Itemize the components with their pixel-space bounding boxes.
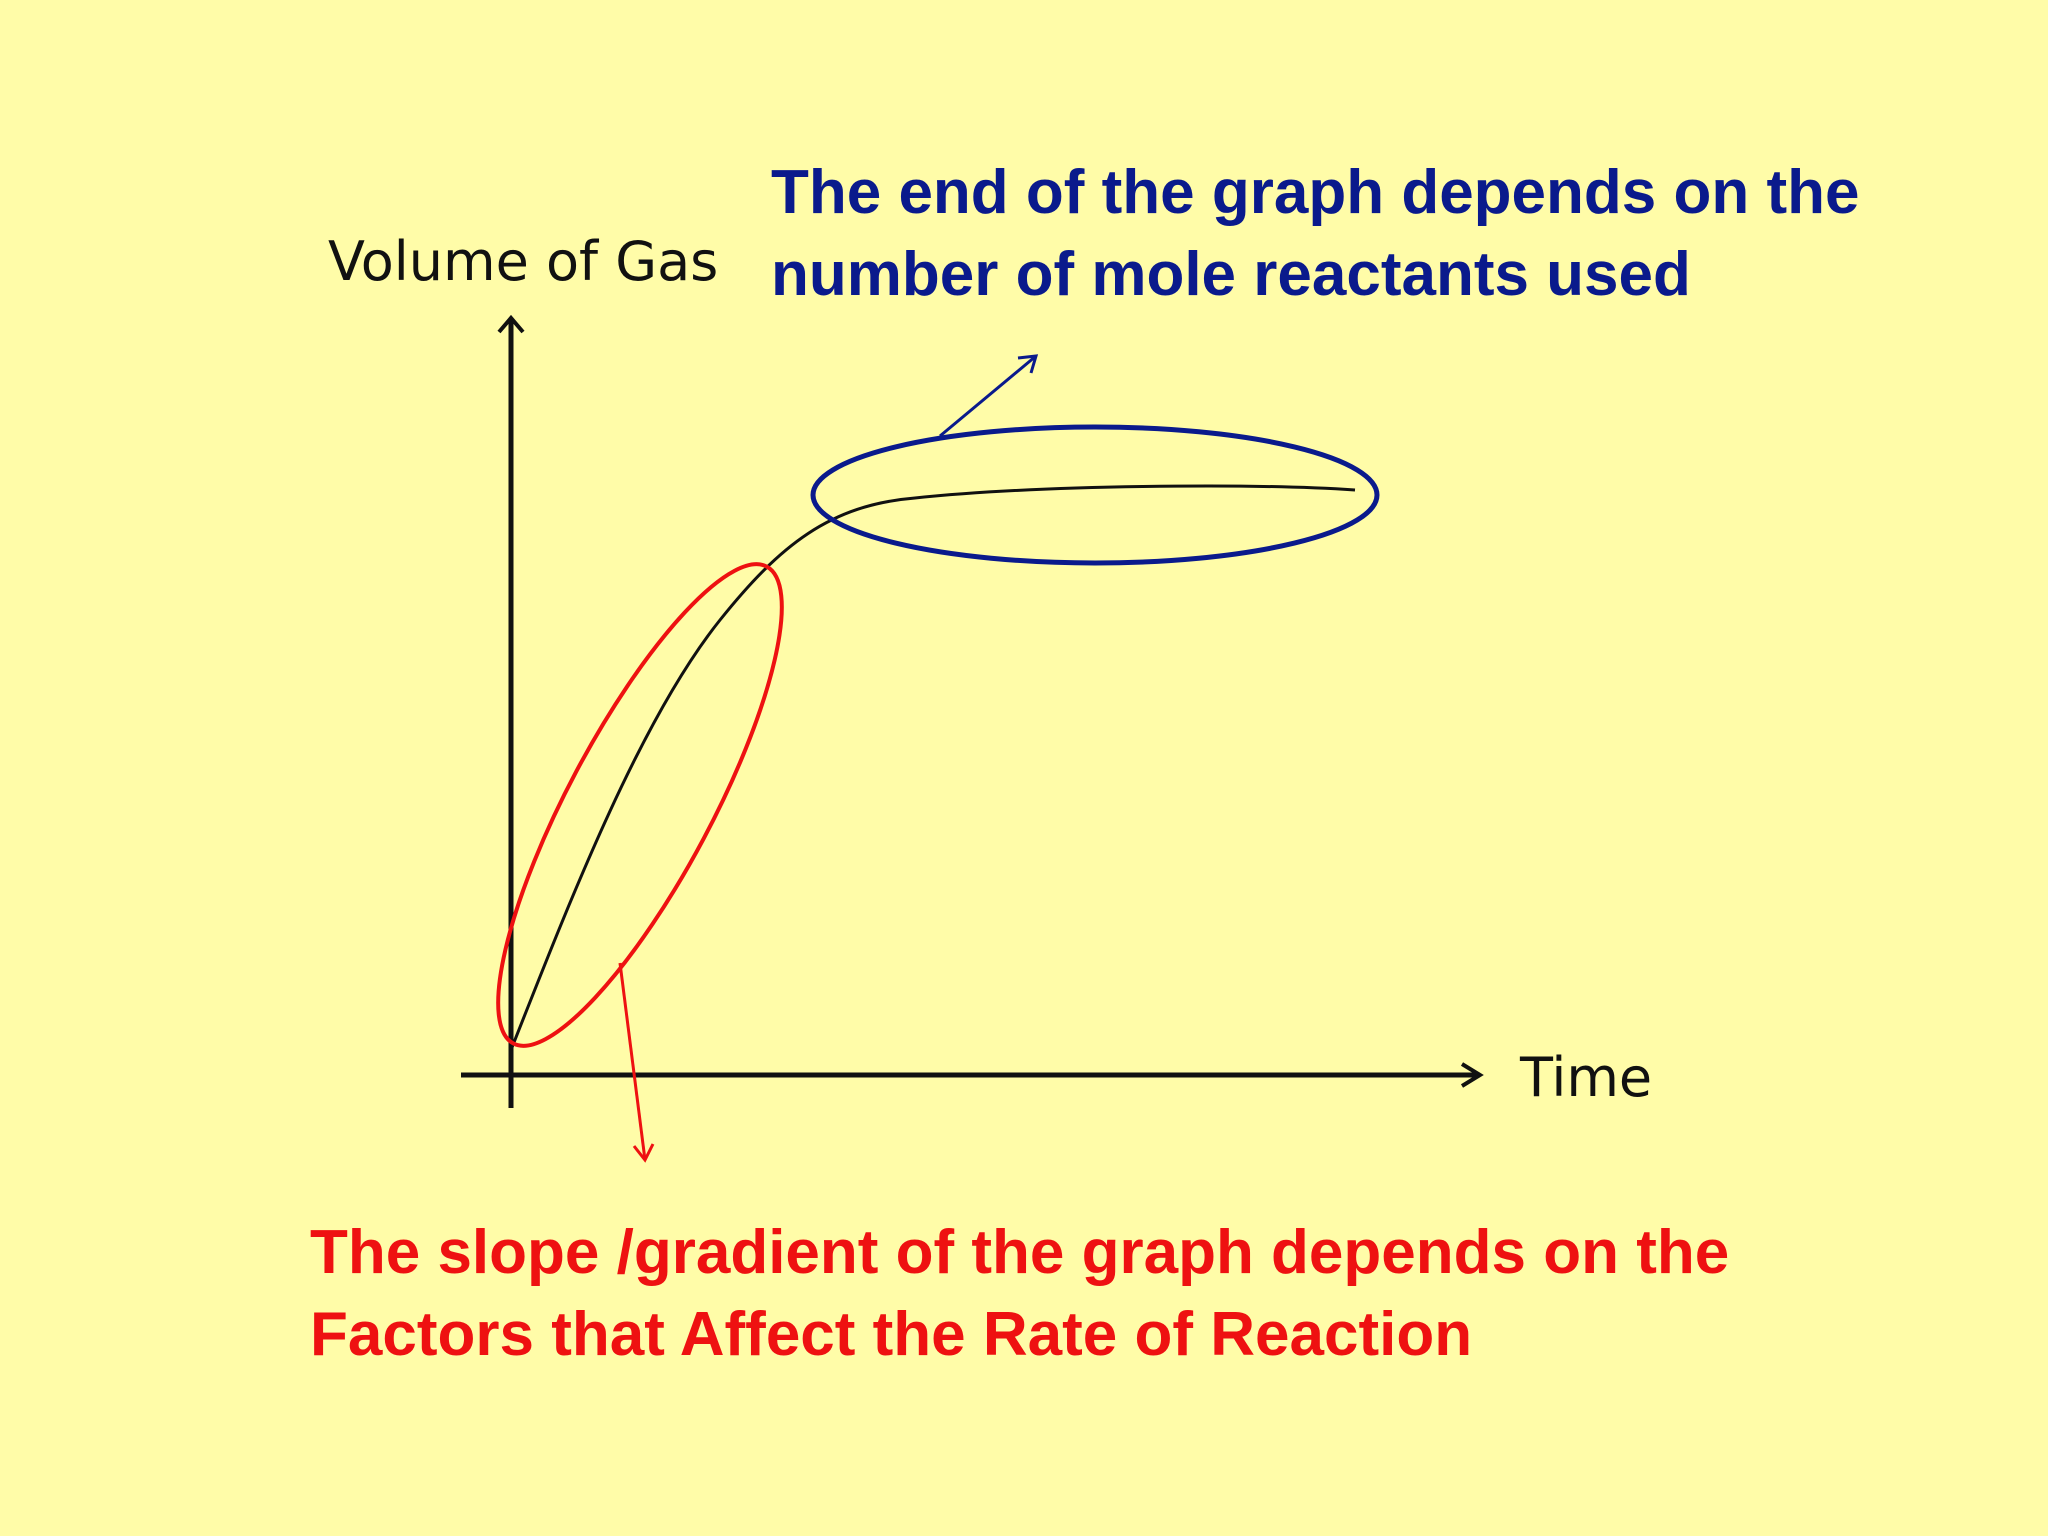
slope-annotation-arrowhead [632, 1143, 655, 1163]
end-annotation: The end of the graph depends on the numb… [771, 152, 1859, 316]
y-axis-label: Volume of Gas [328, 230, 719, 293]
gas-volume-curve [509, 484, 1356, 1051]
plateau-highlight-ellipse [810, 424, 1380, 566]
slope-annotation-arrow [618, 962, 647, 1161]
slope-highlight-ellipse [496, 562, 784, 1048]
slope-annotation-line-2: Factors that Affect the Rate of Reaction [310, 1300, 1473, 1369]
y-axis-arrowhead [497, 314, 525, 334]
slope-annotation-line-1: The slope /gradient of the graph depends… [310, 1218, 1730, 1287]
end-annotation-line-2: number of mole reactants used [771, 240, 1691, 309]
end-annotation-arrowhead [1017, 354, 1039, 374]
end-annotation-arrow [939, 354, 1037, 438]
x-axis-label: Time [1520, 1046, 1653, 1109]
x-axis-arrowhead [1460, 1062, 1484, 1088]
slope-annotation: The slope /gradient of the graph depends… [310, 1212, 1729, 1376]
end-annotation-line-1: The end of the graph depends on the [771, 158, 1860, 227]
